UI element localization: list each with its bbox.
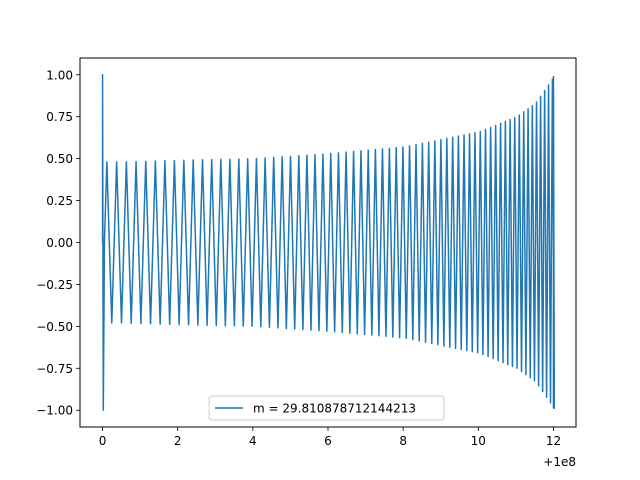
legend: m = 29.810878712144213 — [208, 395, 445, 421]
x-axis: 0 2 4 6 8 10 12 — [99, 427, 561, 448]
series-line — [101, 74, 556, 411]
y-tick-label: −1.00 — [36, 404, 73, 418]
y-tick-label: −0.75 — [36, 362, 73, 376]
y-tick-label: −0.25 — [36, 278, 73, 292]
x-tick-label: 0 — [99, 434, 107, 448]
y-tick-label: −0.50 — [36, 320, 73, 334]
series-layer — [101, 74, 556, 411]
x-tick-label: 12 — [546, 434, 561, 448]
y-axis: 1.00 0.75 0.50 0.25 0.00 −0.25 −0.50 −0.75 −1.00 — [36, 68, 80, 418]
y-tick-label: 0.25 — [46, 194, 73, 208]
x-tick-label: 8 — [399, 434, 407, 448]
legend-series-label: m = 29.810878712144213 — [253, 402, 416, 416]
y-tick-label: 0.00 — [46, 236, 73, 250]
y-tick-label: 0.50 — [46, 152, 73, 166]
y-tick-label: 1.00 — [46, 68, 73, 82]
x-offset-label: +1e8 — [543, 455, 576, 469]
x-tick-label: 2 — [174, 434, 182, 448]
x-tick-label: 6 — [324, 434, 332, 448]
x-tick-label: 10 — [471, 434, 486, 448]
y-tick-label: 0.75 — [46, 110, 73, 124]
x-tick-label: 4 — [249, 434, 257, 448]
legend-box — [208, 395, 445, 421]
